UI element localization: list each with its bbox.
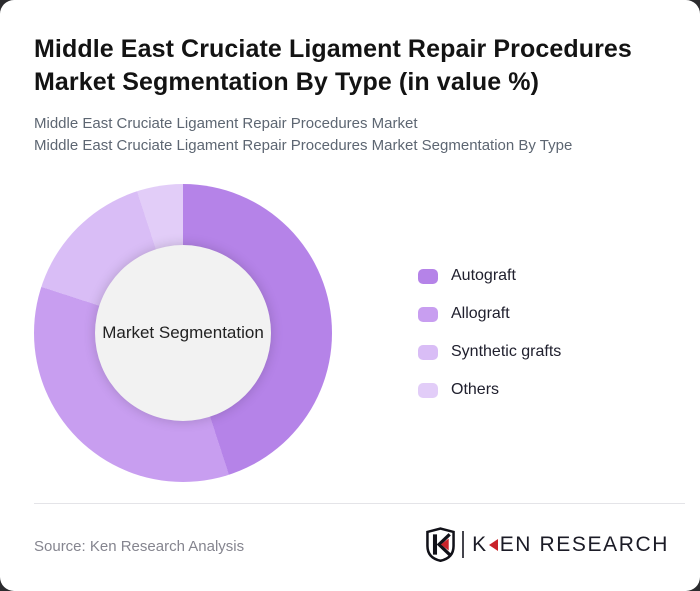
subtitle-line-1: Middle East Cruciate Ligament Repair Pro… (34, 115, 418, 132)
legend-swatch (418, 268, 438, 284)
legend-item: Allograft (418, 295, 561, 333)
legend-swatch (418, 306, 438, 322)
subtitle-line-2: Middle East Cruciate Ligament Repair Pro… (34, 136, 573, 154)
logo-letter-k: K (472, 532, 488, 556)
ken-research-logo: K EN RESEARCH (426, 527, 669, 562)
donut-center-label: Market Segmentation (102, 323, 264, 342)
logo-divider-bar (462, 531, 465, 558)
page-title-line2: Market Segmentation By Type (in value %) (34, 68, 540, 96)
footer-divider (34, 503, 685, 504)
page-title-line1: Middle East Cruciate Ligament Repair Pro… (34, 35, 632, 63)
legend-label: Allograft (451, 305, 510, 322)
legend-label: Others (451, 381, 500, 398)
donut-center: Market Segmentation (95, 245, 271, 421)
source-text: Source: Ken Research Analysis (34, 538, 245, 555)
ken-research-shield-k-icon (426, 527, 455, 562)
subtitle-block: Middle East Cruciate Ligament Repair Pro… (34, 113, 572, 156)
legend-swatch (418, 344, 438, 360)
logo-wordmark: K EN RESEARCH (472, 533, 669, 557)
legend-label: Autograft (451, 267, 516, 284)
legend-item: Synthetic grafts (418, 333, 561, 371)
legend-swatch (418, 382, 438, 398)
donut-chart: Market Segmentation (34, 184, 332, 482)
legend-item: Others (418, 371, 561, 409)
page-title: Middle East Cruciate Ligament Repair Pro… (34, 33, 632, 99)
logo-text-rest: EN RESEARCH (499, 532, 669, 556)
legend-item: Autograft (418, 257, 561, 295)
chart-legend: Autograft Allograft Synthetic grafts Others (418, 257, 561, 409)
legend-label: Synthetic grafts (451, 343, 562, 360)
red-triangle-icon (488, 538, 498, 551)
